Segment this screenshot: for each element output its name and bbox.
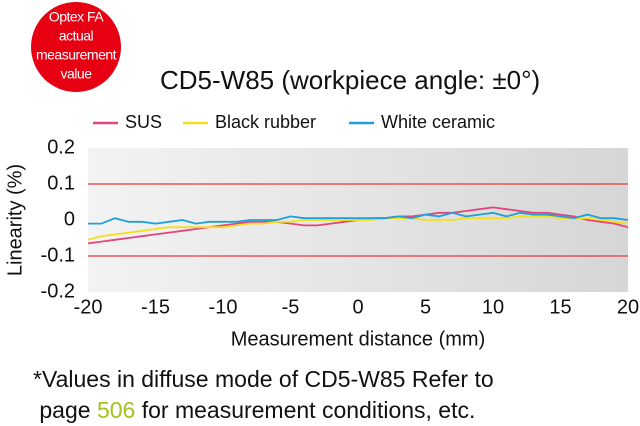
y-tick-label: -0.2 — [41, 280, 75, 302]
badge-text: Optex FA — [49, 9, 105, 25]
x-tick-label: -15 — [141, 296, 170, 318]
badge-text: measurement — [36, 47, 117, 63]
y-tick-label: 0.2 — [47, 136, 75, 158]
chart: CD5-W85 (workpiece angle: ±0°) Measureme… — [4, 2, 639, 350]
x-tick-label: -5 — [282, 296, 300, 318]
x-tick-label: 5 — [420, 296, 431, 318]
x-tick-label: 20 — [617, 296, 639, 318]
footnote-text: page — [33, 397, 97, 423]
y-tick-label: -0.1 — [41, 244, 75, 266]
x-axis-label: Measurement distance (mm) — [231, 328, 486, 350]
series-line — [88, 211, 629, 225]
x-tick-label: 15 — [549, 296, 571, 318]
legend-label: SUS — [125, 112, 162, 132]
badge-text: actual — [59, 28, 94, 44]
footnote-line: page 506 for measurement conditions, etc… — [33, 395, 494, 426]
footnote-line: *Values in diffuse mode of CD5-W85 Refer… — [33, 366, 494, 392]
y-axis-label: Linearity (%) — [4, 164, 26, 276]
footnote-text: for measurement conditions, etc. — [135, 397, 476, 423]
badge — [31, 2, 121, 92]
x-tick-label: 0 — [352, 296, 363, 318]
legend-label: White ceramic — [381, 112, 495, 132]
y-tick-label: 0.1 — [47, 172, 75, 194]
footnote: *Values in diffuse mode of CD5-W85 Refer… — [33, 364, 494, 426]
series-line — [87, 215, 629, 241]
badge-text: value — [61, 66, 93, 82]
page-link[interactable]: 506 — [96, 397, 136, 423]
x-tick-label: -20 — [74, 296, 103, 318]
x-tick-label: 10 — [482, 296, 504, 318]
chart-title: CD5-W85 (workpiece angle: ±0°) — [160, 65, 540, 95]
legend-label: Black rubber — [215, 112, 316, 132]
x-tick-label: -10 — [209, 296, 238, 318]
y-tick-label: 0 — [64, 208, 75, 230]
